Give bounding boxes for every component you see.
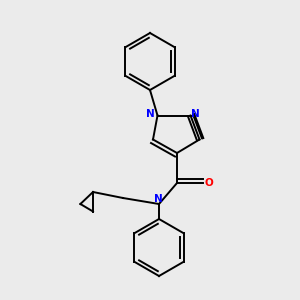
Text: N: N	[146, 109, 154, 119]
Text: N: N	[190, 109, 200, 119]
Text: O: O	[204, 178, 213, 188]
Text: N: N	[154, 194, 163, 205]
